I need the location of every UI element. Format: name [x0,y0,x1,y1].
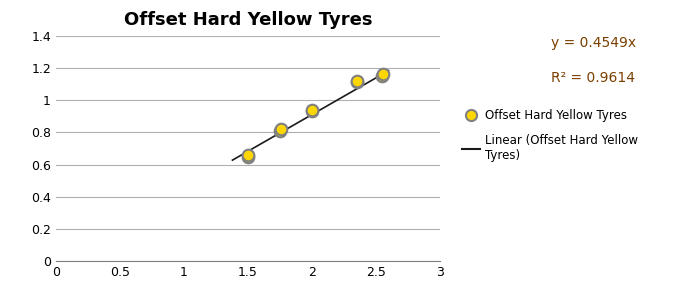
Point [377,74,388,78]
Legend: Offset Hard Yellow Tyres, Linear (Offset Hard Yellow
Tyres): Offset Hard Yellow Tyres, Linear (Offset… [457,105,644,167]
Point [306,108,318,112]
Point [274,128,285,133]
Point [306,109,318,114]
Point [351,80,362,85]
Point [378,72,389,77]
Point [351,78,362,83]
Point [242,153,253,157]
Text: y = 0.4549x: y = 0.4549x [551,36,636,50]
Text: R² = 0.9614: R² = 0.9614 [551,71,635,85]
Point [242,154,253,159]
Point [276,127,287,132]
Title: Offset Hard Yellow Tyres: Offset Hard Yellow Tyres [124,10,372,29]
